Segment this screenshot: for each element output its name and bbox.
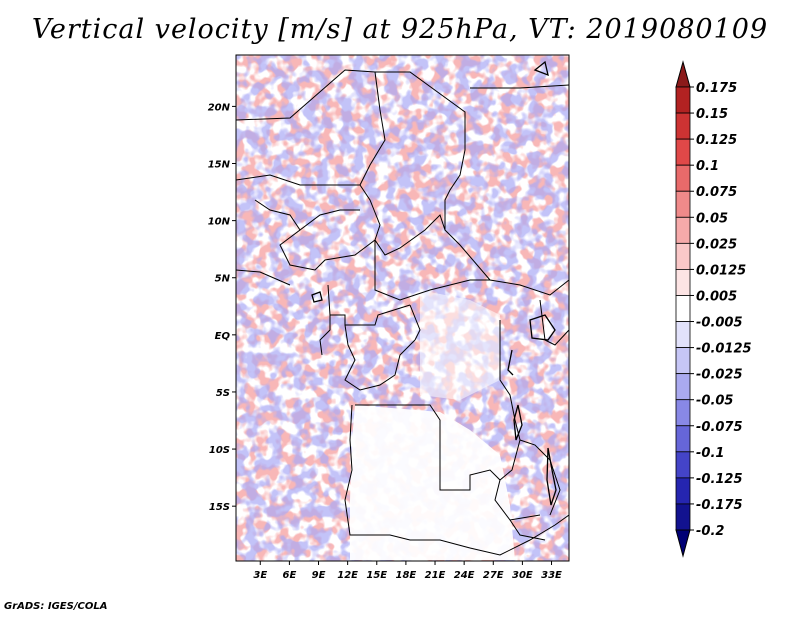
colorbar-segment (675, 269, 691, 296)
lat-label: 5S (216, 388, 230, 399)
colorbar-segment (675, 399, 691, 427)
colorbar-label: 0.175 (696, 81, 737, 96)
colorbar-label: 0.125 (696, 133, 737, 148)
lon-label: 12E (337, 570, 358, 581)
map-frame (235, 54, 570, 562)
colorbar-bottom-arrow (675, 529, 691, 558)
colorbar-label: 0.0125 (696, 263, 746, 278)
colorbar-label: -0.005 (696, 316, 743, 331)
lon-label: 9E (312, 570, 326, 581)
lat-label: EQ (215, 331, 231, 342)
lat-label: 5N (215, 274, 231, 285)
colorbar-top-arrow (675, 60, 691, 88)
lat-label: 10N (208, 217, 231, 228)
colorbar-label: 0.15 (696, 107, 728, 122)
colorbar-label: 0.025 (696, 237, 737, 252)
lat-label: 15S (209, 502, 230, 513)
chart-title: Vertical velocity [m/s] at 925hPa, VT: 2… (31, 14, 769, 45)
lon-label: 6E (282, 570, 296, 581)
colorbar-label: -0.075 (696, 420, 743, 435)
longitude-axis: 3E 6E 9E 12E 15E 18E 21E 24E 27E 30E 33E (253, 561, 562, 581)
colorbar-segment (675, 503, 691, 531)
lon-label: 33E (541, 570, 562, 581)
colorbar-label: -0.125 (696, 472, 743, 487)
colorbar-label: -0.175 (696, 498, 743, 513)
lat-label: 15N (208, 160, 231, 171)
colorbar-segment (675, 164, 691, 192)
colorbar-label: 0.1 (696, 159, 719, 174)
colorbar-label: 0.005 (696, 289, 737, 304)
grads-credit: GrADS: IGES/COLA (4, 601, 108, 612)
colorbar-label: -0.025 (696, 368, 743, 383)
colorbar-segment (675, 138, 691, 166)
colorbar-label: -0.05 (696, 394, 733, 409)
velocity-field (236, 55, 569, 561)
lon-label: 15E (366, 570, 387, 581)
lat-label: 20N (208, 102, 231, 113)
lon-label: 30E (512, 570, 533, 581)
lakes (311, 60, 557, 506)
colorbar-segment (675, 373, 691, 401)
lat-label: 10S (209, 445, 230, 456)
lon-label: 3E (253, 570, 267, 581)
colorbar-segment (675, 112, 691, 140)
colorbar-label: 0.05 (696, 211, 728, 226)
colorbar-label: -0.1 (696, 446, 724, 461)
colorbar-label: 0.075 (696, 185, 737, 200)
colorbar-segment (675, 216, 691, 244)
lon-label: 21E (425, 570, 446, 581)
colorbar-segment (675, 321, 691, 348)
colorbar-label: -0.0125 (696, 342, 752, 357)
lon-label: 27E (483, 570, 504, 581)
colorbar-segment (675, 425, 691, 453)
colorbar-segment (675, 190, 691, 218)
colorbar-segment (675, 295, 691, 322)
colorbar-label: -0.2 (696, 524, 724, 539)
colorbar-segment (675, 477, 691, 505)
colorbar-segment (675, 347, 691, 375)
lon-label: 24E (454, 570, 475, 581)
colorbar-segment (675, 242, 691, 270)
colorbar-segment (675, 451, 691, 479)
lon-label: 18E (396, 570, 417, 581)
latitude-axis: 20N 15N 10N 5N EQ 5S 10S 15S (208, 102, 236, 513)
colorbar: 0.175 0.15 0.125 0.1 0.075 0.05 0.025 0.0125 0.0… (675, 60, 752, 558)
colorbar-segment (675, 86, 691, 114)
